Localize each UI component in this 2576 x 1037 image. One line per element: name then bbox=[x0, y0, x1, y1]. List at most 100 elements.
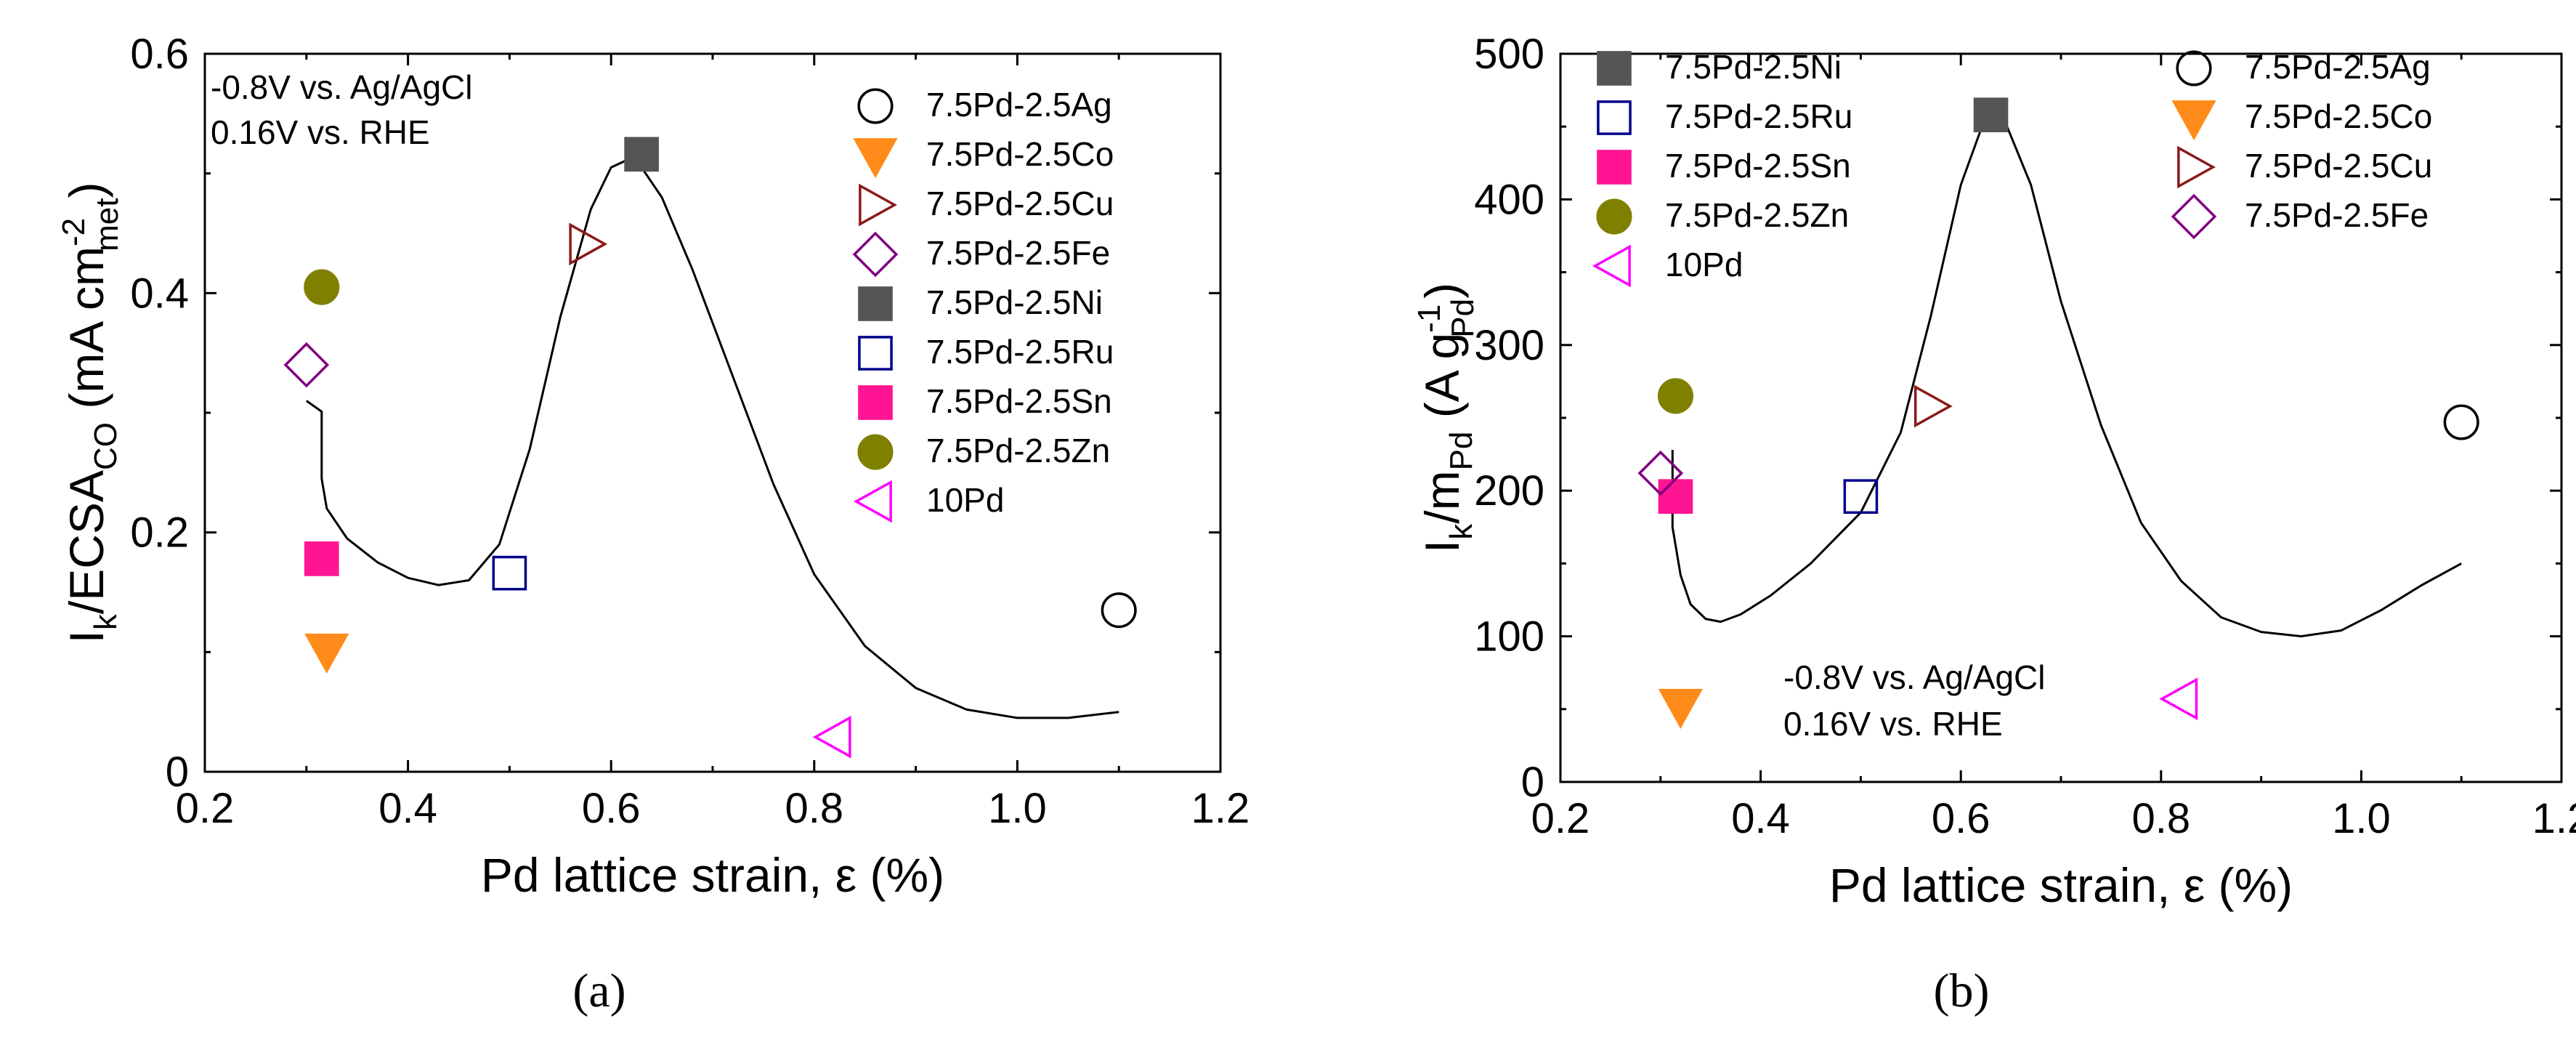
legend-marker bbox=[2176, 50, 2212, 86]
data-point-10pd bbox=[812, 715, 851, 759]
y-axis-title-part: met bbox=[89, 198, 125, 251]
legend-item: 7.5Pd-2.5Zn bbox=[857, 432, 1110, 470]
y-tick-label: 400 bbox=[1474, 176, 1544, 223]
data-point-7-5pd-2-5ni bbox=[1973, 97, 2009, 132]
y-axis-title-part: I bbox=[1415, 540, 1469, 553]
legend-label: 7.5Pd-2.5Zn bbox=[1665, 196, 1849, 234]
legend-marker bbox=[853, 480, 892, 523]
y-axis-title-part: -1 bbox=[1411, 304, 1447, 333]
x-tick-label: 0.4 bbox=[378, 785, 437, 832]
legend-label: 7.5Pd-2.5Fe bbox=[2245, 196, 2429, 234]
y-axis-title-part: -2 bbox=[56, 218, 92, 246]
legend-item: 7.5Pd-2.5Fe bbox=[852, 231, 1110, 278]
y-axis-title-part: ) bbox=[60, 182, 113, 198]
legend-label: 7.5Pd-2.5Co bbox=[926, 135, 1114, 173]
chart-panel-a: 0.2 0.4 0.6 0.8 1.0 1.200.20.40.6Pd lattice s… bbox=[56, 31, 1249, 1017]
x-tick-label: 1.0 bbox=[988, 785, 1047, 832]
y-axis-title-part: k bbox=[1443, 523, 1479, 540]
legend-marker bbox=[2177, 145, 2216, 189]
y-tick-label: 0.4 bbox=[130, 270, 189, 317]
legend-label: 10Pd bbox=[1665, 246, 1743, 283]
x-tick-label: 0.6 bbox=[582, 785, 641, 832]
legend-marker bbox=[1596, 198, 1632, 235]
legend-item: 7.5Pd-2.5Ni bbox=[1597, 48, 1842, 86]
data-point-10pd bbox=[2159, 677, 2198, 721]
legend-label: 7.5Pd-2.5Cu bbox=[926, 185, 1114, 222]
x-tick-label: 0.8 bbox=[2131, 795, 2190, 842]
legend-marker bbox=[1597, 100, 1632, 135]
legend-label: 7.5Pd-2.5Cu bbox=[2245, 147, 2432, 185]
legend-marker bbox=[858, 286, 893, 321]
y-tick-label: 200 bbox=[1474, 467, 1544, 515]
legend-marker bbox=[2171, 193, 2217, 240]
legend-item: 7.5Pd-2.5Ru bbox=[1597, 97, 1852, 135]
y-axis-title-part: Pd bbox=[1443, 432, 1479, 471]
legend-item: 10Pd bbox=[853, 480, 1004, 523]
legend-label: 7.5Pd-2.5Ni bbox=[926, 283, 1103, 321]
legend-item: 10Pd bbox=[1592, 244, 1743, 288]
y-tick-label: 300 bbox=[1474, 322, 1544, 369]
x-tick-label: 1.2 bbox=[2532, 795, 2576, 842]
legend-label: 7.5Pd-2.5Ag bbox=[926, 86, 1112, 124]
legend-item: 7.5Pd-2.5Ag bbox=[2176, 48, 2431, 86]
legend-marker bbox=[858, 385, 893, 420]
condition-annotation: -0.8V vs. Ag/AgCl bbox=[1783, 658, 2046, 696]
legend-label: 7.5Pd-2.5Sn bbox=[1665, 147, 1851, 185]
data-point-7-5pd-2-5fe bbox=[283, 342, 330, 388]
y-tick-label: 0.6 bbox=[130, 31, 189, 78]
x-axis-title: Pd lattice strain, ε (%) bbox=[1829, 858, 2293, 912]
y-tick-label: 500 bbox=[1474, 31, 1544, 78]
legend-item: 7.5Pd-2.5Ag bbox=[857, 86, 1112, 124]
x-tick-label: 0.4 bbox=[1731, 795, 1790, 842]
legend-marker bbox=[857, 434, 894, 470]
panel-label: (a) bbox=[572, 964, 625, 1017]
legend-label: 7.5Pd-2.5Zn bbox=[926, 432, 1110, 469]
y-axis-title-part: (mA cm bbox=[60, 246, 113, 422]
data-point-7-5pd-2-5fe bbox=[1637, 450, 1684, 496]
y-tick-label: 0.2 bbox=[130, 509, 189, 557]
legend-label: 7.5Pd-2.5Ag bbox=[2245, 48, 2431, 86]
legend-item: 7.5Pd-2.5Ru bbox=[858, 333, 1114, 371]
y-axis-title-part: (A g bbox=[1415, 333, 1469, 432]
legend-marker bbox=[859, 183, 898, 227]
legend-item: 7.5Pd-2.5Fe bbox=[2171, 193, 2429, 240]
legend-label: 7.5Pd-2.5Co bbox=[2245, 97, 2432, 135]
x-axis-title: Pd lattice strain, ε (%) bbox=[481, 848, 944, 902]
y-tick-label: 100 bbox=[1474, 613, 1544, 661]
data-point-7-5pd-2-5ru bbox=[1843, 479, 1879, 515]
legend-item: 7.5Pd-2.5Co bbox=[853, 135, 1114, 179]
x-tick-label: 0.2 bbox=[1531, 795, 1590, 842]
legend-marker bbox=[852, 231, 899, 278]
data-point-7-5pd-2-5ag bbox=[1101, 592, 1137, 629]
y-axis-title-part: /m bbox=[1415, 470, 1469, 523]
data-point-7-5pd-2-5ni bbox=[624, 137, 659, 172]
y-tick-label: 0 bbox=[1521, 759, 1544, 806]
data-point-7-5pd-2-5ag bbox=[2443, 404, 2479, 440]
y-axis-title-part: /ECSA bbox=[60, 470, 113, 614]
legend-item: 7.5Pd-2.5Cu bbox=[859, 183, 1114, 227]
legend-item: 7.5Pd-2.5Co bbox=[2171, 97, 2432, 141]
legend-item: 7.5Pd-2.5Sn bbox=[858, 382, 1112, 420]
x-tick-label: 0.8 bbox=[785, 785, 843, 832]
data-point-7-5pd-2-5co bbox=[304, 633, 349, 674]
legend-item: 7.5Pd-2.5Zn bbox=[1596, 196, 1849, 235]
y-axis-title-part: CO bbox=[88, 422, 123, 470]
fit-curve-line bbox=[305, 159, 1119, 719]
legend-marker bbox=[857, 88, 894, 124]
panel-label: (b) bbox=[1934, 964, 1990, 1017]
y-axis-title-part: k bbox=[88, 613, 123, 630]
legend-label: 7.5Pd-2.5Sn bbox=[926, 382, 1112, 420]
data-point-7-5pd-2-5sn bbox=[304, 541, 339, 576]
y-axis-title: Ik/mPd (A g-1Pd) bbox=[1411, 283, 1481, 553]
condition-annotation: 0.16V vs. RHE bbox=[211, 113, 430, 151]
data-point-7-5pd-2-5zn bbox=[304, 269, 340, 305]
y-tick-label: 0 bbox=[166, 749, 189, 796]
legend-marker bbox=[853, 138, 898, 179]
chart-panel-b: 0.2 0.4 0.6 0.8 1.0 1.2 0 100 200 300 400 500 Pd lat… bbox=[1411, 31, 2576, 1017]
data-point-7-5pd-2-5cu bbox=[1913, 384, 1953, 428]
legend-item: 7.5Pd-2.5Sn bbox=[1597, 147, 1851, 185]
legend-label: 7.5Pd-2.5Fe bbox=[926, 234, 1110, 272]
legend-label: 7.5Pd-2.5Ru bbox=[1665, 97, 1852, 135]
condition-annotation: -0.8V vs. Ag/AgCl bbox=[211, 68, 473, 106]
